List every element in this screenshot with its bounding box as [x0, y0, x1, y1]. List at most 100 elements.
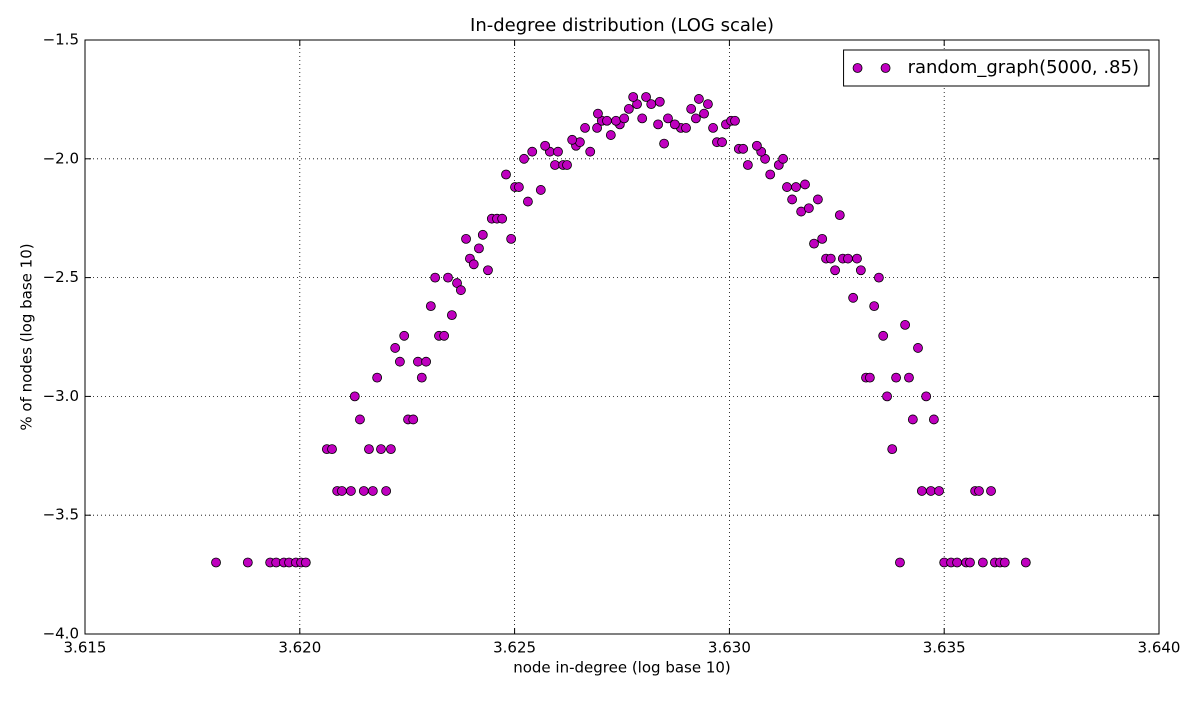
point: [916, 486, 927, 496]
legend-marker: [880, 63, 891, 73]
point: [817, 233, 828, 244]
point: [474, 243, 484, 254]
point: [830, 265, 840, 276]
point: [686, 104, 697, 114]
point: [659, 138, 670, 149]
point: [925, 486, 936, 496]
point: [443, 272, 453, 283]
x-tick-label: 3.620: [278, 639, 321, 657]
point: [519, 153, 529, 164]
point: [553, 146, 563, 157]
point: [843, 253, 853, 264]
point: [619, 113, 630, 124]
point: [882, 391, 892, 402]
point: [430, 272, 441, 283]
point: [921, 391, 932, 402]
point: [358, 486, 369, 496]
point: [809, 238, 819, 249]
point: [439, 330, 450, 341]
legend-label: random_graph(5000, .85): [908, 57, 1139, 78]
point: [523, 196, 533, 207]
point: [376, 444, 386, 455]
point: [602, 115, 612, 126]
point: [527, 146, 538, 157]
point: [1020, 557, 1031, 568]
point: [349, 391, 360, 402]
point: [900, 319, 911, 330]
point: [637, 113, 648, 124]
point: [399, 330, 410, 341]
point: [864, 372, 875, 383]
point: [825, 253, 836, 264]
point: [965, 557, 975, 568]
x-tick-label: 3.635: [923, 639, 966, 657]
point: [346, 486, 356, 496]
point: [803, 203, 814, 214]
x-tick-label: 3.615: [64, 639, 107, 657]
point: [385, 444, 396, 455]
point: [791, 182, 801, 192]
y-tick-label: −2.5: [43, 268, 79, 286]
point: [394, 356, 405, 367]
point: [337, 486, 347, 496]
point: [367, 486, 378, 496]
point: [641, 92, 651, 102]
point: [986, 486, 996, 496]
point: [483, 265, 493, 276]
point: [540, 140, 551, 151]
point: [446, 310, 457, 321]
point: [904, 372, 914, 383]
point: [390, 343, 401, 353]
point: [242, 557, 253, 568]
point: [977, 557, 988, 568]
x-tick-label: 3.630: [708, 639, 751, 657]
point: [623, 104, 634, 114]
chart-title: In-degree distribution (LOG scale): [470, 15, 774, 36]
point: [690, 113, 701, 124]
x-tick-label: 3.640: [1138, 639, 1181, 657]
point: [730, 115, 740, 126]
point: [765, 169, 776, 180]
point: [413, 356, 423, 367]
y-tick-label: −2.0: [43, 149, 79, 167]
point: [999, 557, 1010, 568]
point: [887, 444, 898, 455]
point: [421, 356, 432, 367]
legend-box: [843, 49, 1150, 87]
point: [778, 153, 788, 164]
point: [708, 123, 718, 133]
point: [211, 557, 221, 568]
point: [506, 233, 517, 244]
point: [300, 557, 311, 568]
plot-frame: [84, 39, 1160, 635]
point: [455, 285, 466, 296]
point: [567, 134, 578, 145]
x-axis-label: node in-degree (log base 10): [513, 659, 731, 677]
point: [477, 229, 488, 240]
point: [834, 210, 845, 221]
point: [416, 372, 427, 383]
point: [663, 113, 673, 124]
point: [381, 486, 392, 496]
point: [669, 119, 680, 130]
point: [461, 233, 471, 244]
y-tick-label: −3.5: [43, 506, 79, 524]
point: [681, 123, 691, 133]
point: [693, 94, 704, 104]
point: [425, 301, 436, 312]
point: [408, 414, 419, 425]
point: [742, 160, 753, 170]
point: [855, 265, 866, 276]
point: [501, 169, 511, 180]
point: [891, 372, 901, 383]
point: [372, 372, 383, 383]
point: [787, 194, 798, 205]
point: [654, 96, 665, 107]
x-tick-label: 3.625: [493, 639, 536, 657]
point: [497, 213, 508, 224]
point: [848, 292, 859, 303]
point: [699, 108, 709, 119]
y-tick-label: −3.0: [43, 387, 79, 405]
